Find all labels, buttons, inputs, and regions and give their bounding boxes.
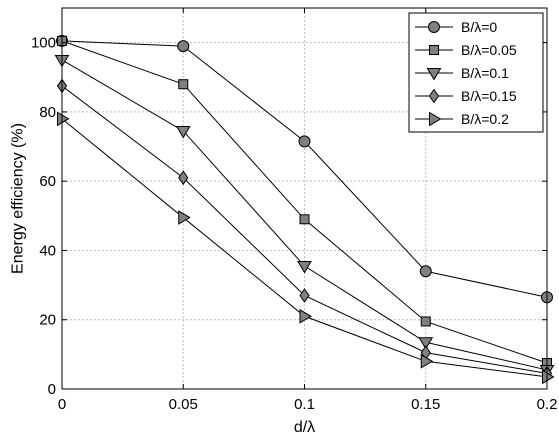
legend-entry-5: B/λ=0.2 xyxy=(461,111,509,127)
x-tick-label: 0 xyxy=(58,396,66,413)
legend-marker-3 xyxy=(426,68,442,81)
x-tick-label: 0.05 xyxy=(169,396,198,413)
y-tick-label: 20 xyxy=(39,312,56,329)
x-tick-label: 0.15 xyxy=(411,396,440,413)
x-axis-label: d/λ xyxy=(294,419,315,436)
data-point-series-2 xyxy=(299,214,310,225)
data-point-series-4 xyxy=(299,288,310,303)
y-tick-label: 60 xyxy=(39,173,56,190)
data-point-series-2 xyxy=(178,79,189,90)
y-tick-label: 0 xyxy=(48,381,56,398)
data-point-series-3 xyxy=(297,261,312,274)
legend-entry-2: B/λ=0.05 xyxy=(461,42,517,58)
data-point-series-3 xyxy=(175,125,191,139)
data-point-series-5 xyxy=(420,353,434,369)
data-point-series-4 xyxy=(178,170,189,186)
legend-marker-5 xyxy=(429,111,442,127)
data-point-series-1 xyxy=(298,135,311,148)
ticks: 0 0.05 0.1 0.15 0.2 0 20 40 60 80 100 xyxy=(31,8,557,413)
legend-marker-1 xyxy=(428,21,440,33)
x-tick-label: 0.2 xyxy=(537,396,558,413)
x-tick-label: 0.1 xyxy=(294,396,315,413)
y-tick-label: 80 xyxy=(39,104,56,121)
data-point-series-5 xyxy=(542,369,555,385)
data-point-series-5 xyxy=(299,308,312,324)
legend-entry-4: B/λ=0.15 xyxy=(461,88,517,104)
data-point-series-5 xyxy=(178,210,191,225)
data-point-series-3 xyxy=(418,337,434,350)
legend-marker-2 xyxy=(429,45,439,55)
legend-marker-4 xyxy=(428,88,440,104)
data-point-series-2 xyxy=(420,316,431,327)
legend-entry-3: B/λ=0.1 xyxy=(461,65,509,81)
data-point-series-1 xyxy=(177,40,190,53)
legend: B/λ=0 B/λ=0.05 B/λ=0.1 B/λ=0.15 B/λ=0.2 xyxy=(408,12,544,133)
y-tick-label: 100 xyxy=(31,35,56,52)
legend-entry-1: B/λ=0 xyxy=(461,19,497,35)
y-axis-label: Energy efficiency (%) xyxy=(10,123,27,274)
data-point-series-5 xyxy=(57,111,70,127)
y-tick-label: 40 xyxy=(39,242,56,259)
data-point-series-1 xyxy=(419,265,432,278)
